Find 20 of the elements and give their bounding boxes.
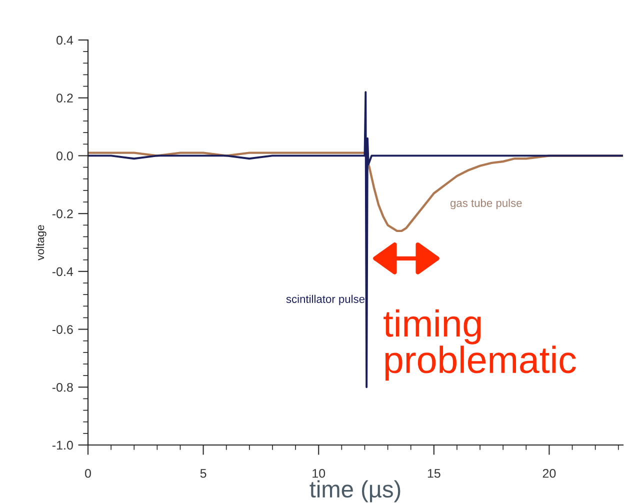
y-tick-label: -0.6 — [52, 325, 73, 334]
x-tick-label: 5 — [200, 469, 206, 478]
y-axis-title: voltage — [36, 225, 46, 260]
line-series — [88, 152, 623, 232]
y-tick-label: 0.0 — [56, 152, 73, 160]
annotation: timing problematic — [384, 309, 576, 381]
x-tick-label: 10 — [312, 468, 326, 478]
line-series — [88, 91, 623, 388]
y-tick-label: 0.4 — [56, 36, 74, 45]
y-tick-label: 0.2 — [56, 94, 73, 103]
annotation: gas tube pulse — [450, 198, 522, 210]
y-tick-label: -0.2 — [52, 209, 73, 218]
x-tick-label: 20 — [542, 468, 556, 478]
y-tick-label: -0.8 — [52, 382, 73, 392]
annotation: scintillator pulse — [286, 294, 365, 306]
x-tick-label: 0 — [85, 468, 91, 478]
x-tick-label: 15 — [428, 469, 440, 478]
y-tick-label: -0.4 — [52, 267, 74, 276]
y-tick-label: -1.0 — [52, 440, 73, 450]
x-axis-title: time (µs) — [310, 480, 400, 502]
